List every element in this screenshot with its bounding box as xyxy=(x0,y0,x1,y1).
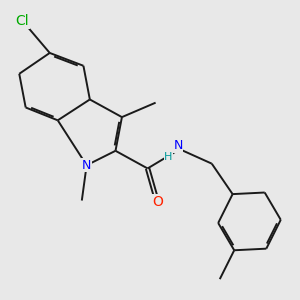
Text: N: N xyxy=(82,159,91,172)
Text: H: H xyxy=(164,152,172,162)
Text: Cl: Cl xyxy=(16,14,29,28)
Text: O: O xyxy=(152,195,163,209)
Text: N: N xyxy=(173,140,183,152)
